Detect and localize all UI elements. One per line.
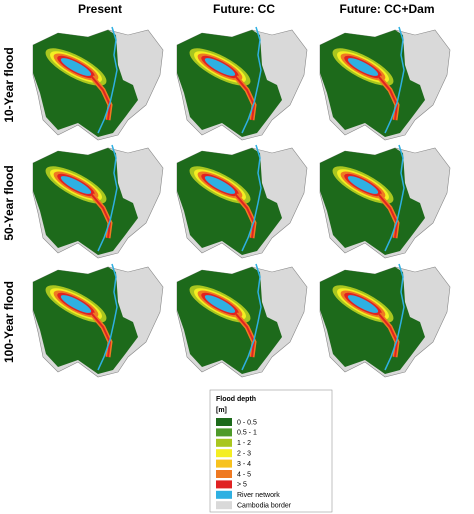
- map-grid: Present Future: CC Future: CC+Dam 10-Year f…: [2, 2, 450, 377]
- legend-label: Cambodia border: [237, 503, 292, 510]
- legend-label: 3 - 4: [237, 461, 251, 468]
- flood-map: [177, 145, 307, 258]
- flood-map: [33, 145, 163, 258]
- row-header: 10-Year flood: [2, 47, 16, 122]
- legend-swatch: [216, 418, 232, 426]
- legend-swatch: [216, 470, 232, 478]
- legend-swatch: [216, 501, 232, 510]
- legend-swatch: [216, 449, 232, 458]
- flood-map: [320, 264, 450, 377]
- legend-swatch: [216, 459, 232, 468]
- legend-swatch: [216, 490, 232, 499]
- legend-swatch: [216, 480, 232, 489]
- flood-map: [320, 27, 450, 140]
- flood-map: [177, 264, 307, 377]
- flood-map: [177, 27, 307, 140]
- legend-label: River network: [237, 492, 280, 499]
- flood-map: [33, 27, 163, 140]
- legend-label: 1 - 2: [237, 440, 251, 447]
- legend-label: 0 - 0.5: [237, 419, 257, 426]
- legend: Flood depth [m] 0 - 0.5 0.5 - 1 1 - 2 2 - 3 3 …: [216, 396, 292, 510]
- legend-title: Flood depth: [216, 396, 256, 403]
- legend-swatch: [216, 438, 232, 447]
- legend-unit: [m]: [216, 407, 227, 414]
- legend-label: 2 - 3: [237, 451, 251, 458]
- column-header: Future: CC+Dam: [339, 2, 434, 16]
- row-header: 100-Year flood: [2, 281, 16, 363]
- legend-label: > 5: [237, 482, 247, 489]
- legend-label: 0.5 - 1: [237, 430, 257, 437]
- column-header: Future: CC: [213, 2, 275, 16]
- row-header: 50-Year flood: [2, 165, 16, 240]
- legend-label: 4 - 5: [237, 471, 251, 478]
- flood-map: [33, 264, 163, 377]
- column-header: Present: [78, 2, 122, 16]
- legend-swatch: [216, 428, 232, 437]
- flood-map: [320, 145, 450, 258]
